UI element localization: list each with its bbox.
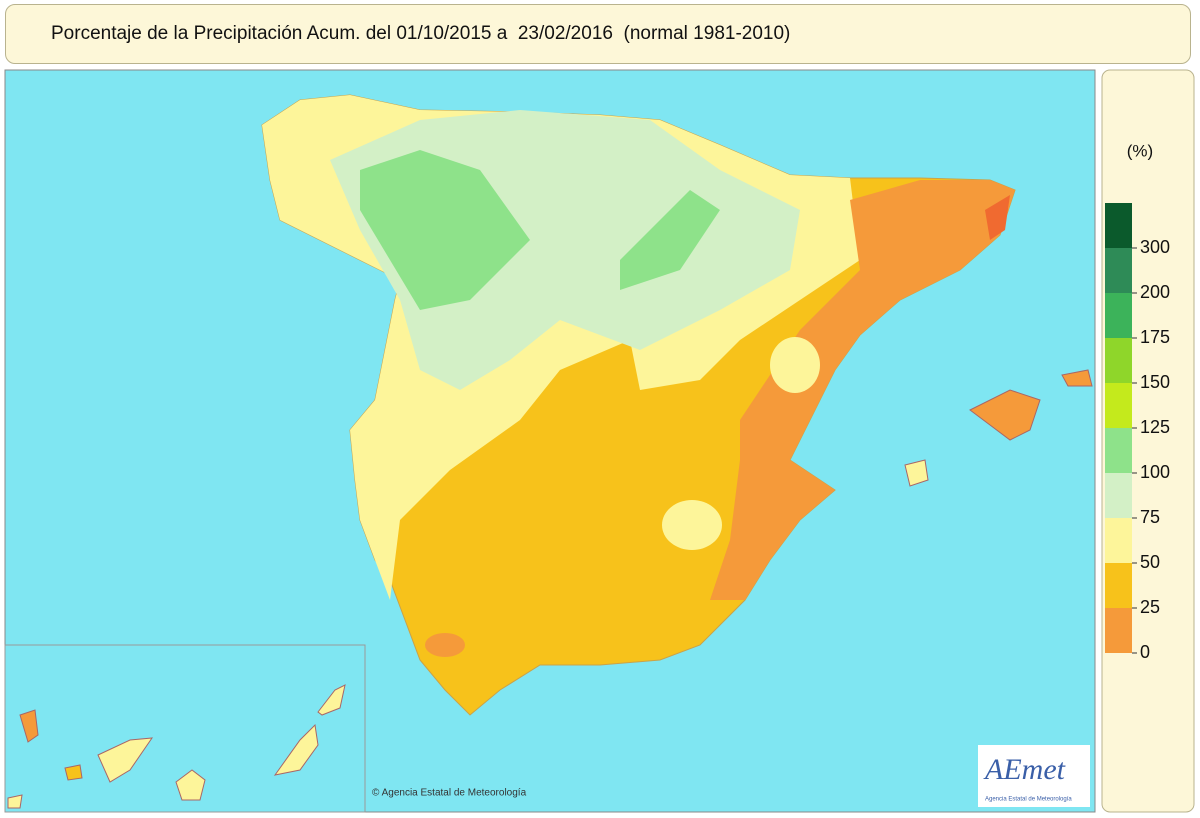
island — [969, 389, 1041, 441]
legend-label: 25 — [1140, 597, 1160, 617]
legend-swatch — [1105, 608, 1132, 653]
legend-label: 50 — [1140, 552, 1160, 572]
zone-green — [620, 190, 720, 290]
legend-label: 75 — [1140, 507, 1160, 527]
legend-label: 125 — [1140, 417, 1170, 437]
zone-green — [360, 150, 530, 310]
logo-subtitle: Agencia Estatal de Meteorología — [985, 797, 1072, 803]
island — [904, 459, 929, 487]
legend: 300 200 175 150 125 100 75 50 25 0 — [1105, 203, 1170, 662]
legend-swatch — [1105, 383, 1132, 428]
logo: AEmet — [983, 753, 1066, 786]
island — [273, 723, 319, 776]
copyright: © Agencia Estatal de Meteorología — [372, 788, 527, 799]
legend-label: 200 — [1140, 282, 1170, 302]
legend-label: 175 — [1140, 327, 1170, 347]
island — [7, 794, 23, 809]
island — [97, 737, 154, 783]
title-box: Porcentaje de la Precipitación Acum. del… — [5, 4, 1191, 64]
title: Porcentaje de la Precipitación Acum. del… — [51, 23, 791, 44]
island — [317, 684, 346, 716]
island — [1061, 369, 1093, 387]
zone-red — [985, 195, 1010, 240]
island — [64, 764, 83, 781]
legend-swatch — [1105, 563, 1132, 608]
legend-swatch — [1105, 293, 1132, 338]
legend-unit: (%) — [1127, 141, 1153, 160]
logo-box — [978, 745, 1090, 807]
legend-swatch — [1105, 248, 1132, 293]
legend-swatch — [1105, 518, 1132, 563]
legend-swatch — [1105, 428, 1132, 473]
zone-orange — [425, 633, 465, 657]
legend-swatch — [1105, 338, 1132, 383]
legend-label: 0 — [1140, 642, 1150, 662]
legend-label: 300 — [1140, 237, 1170, 257]
zone-pale-yellow — [662, 500, 722, 550]
zone-orange — [710, 180, 1015, 600]
island — [19, 709, 39, 743]
legend-label: 100 — [1140, 462, 1170, 482]
legend-swatch — [1105, 473, 1132, 518]
legend-swatch — [1105, 203, 1132, 248]
zone-pale-yellow — [770, 337, 820, 393]
island — [175, 769, 206, 801]
legend-label: 150 — [1140, 372, 1170, 392]
inset-frame — [4, 644, 366, 813]
